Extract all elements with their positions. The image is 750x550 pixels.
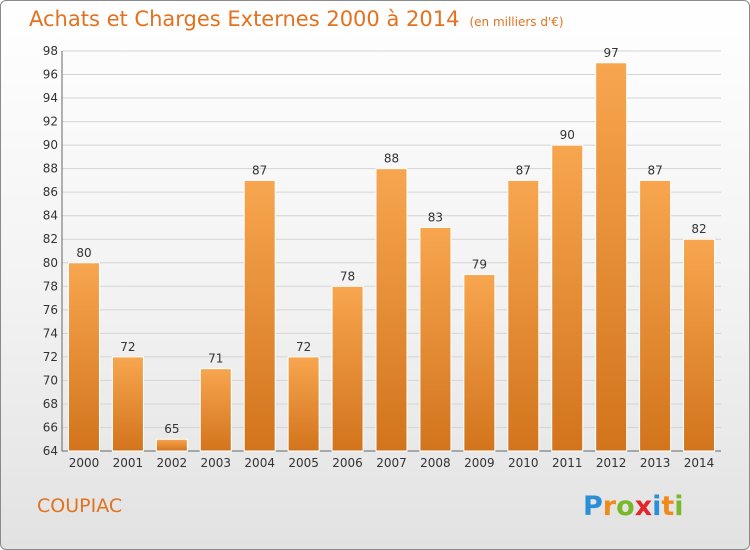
- y-tick-label: 74: [43, 326, 58, 340]
- chart-title-text: Achats et Charges Externes 2000 à 2014: [29, 7, 460, 31]
- bar-2006[interactable]: [331, 285, 364, 452]
- data-label: 87: [516, 163, 531, 177]
- label-layer: 80 72 65 71 87 72 78 88 83 79 87 90 97 87 82: [76, 46, 706, 436]
- axis-layer: 64 66 68 70 72 74 76 78 80 82 84 86 88 90 92 94 96 98 2000…: [43, 44, 721, 470]
- bar-layer: [67, 62, 716, 452]
- y-tick-label: 68: [43, 397, 58, 411]
- logo-letter: t: [661, 491, 675, 522]
- logo-letter: r: [602, 491, 617, 522]
- x-tick-label: 2013: [640, 456, 671, 470]
- y-tick-label: 88: [43, 162, 58, 176]
- data-label: 78: [340, 269, 355, 283]
- x-tick-label: 2011: [552, 456, 583, 470]
- data-label: 72: [296, 340, 311, 354]
- y-tick-label: 90: [43, 138, 58, 152]
- bar-2005[interactable]: [287, 356, 320, 452]
- chart-unit: (en milliers d'€): [469, 15, 564, 29]
- data-label: 87: [647, 163, 662, 177]
- y-tick-label: 96: [43, 68, 58, 82]
- data-label: 87: [252, 163, 267, 177]
- y-tick-label: 84: [43, 209, 58, 223]
- x-tick-label: 2004: [244, 456, 275, 470]
- data-label: 97: [604, 46, 619, 60]
- data-label: 71: [208, 352, 223, 366]
- bar-2014[interactable]: [683, 238, 716, 452]
- bar-2001[interactable]: [111, 356, 144, 452]
- bar-2012[interactable]: [595, 62, 628, 452]
- data-label: 83: [428, 210, 443, 224]
- data-label: 79: [472, 258, 487, 272]
- data-label: 80: [76, 246, 91, 260]
- bar-2011[interactable]: [551, 144, 584, 452]
- bar-2008[interactable]: [419, 226, 452, 452]
- x-tick-label: 2003: [200, 456, 231, 470]
- logo-letter: x: [634, 491, 653, 522]
- bar-2010[interactable]: [507, 179, 540, 452]
- bar-2009[interactable]: [463, 274, 496, 452]
- logo-letter: o: [616, 491, 635, 522]
- x-tick-label: 2009: [464, 456, 495, 470]
- data-label: 90: [560, 128, 575, 142]
- y-tick-label: 94: [43, 91, 58, 105]
- y-tick-label: 76: [43, 303, 58, 317]
- town-name: COUPIAC: [37, 495, 123, 517]
- x-tick-label: 2006: [332, 456, 363, 470]
- bar-2000[interactable]: [67, 262, 100, 452]
- x-tick-label: 2010: [508, 456, 539, 470]
- x-tick-label: 2014: [684, 456, 715, 470]
- data-label: 65: [164, 422, 179, 436]
- y-tick-label: 82: [43, 232, 58, 246]
- y-tick-label: 66: [43, 420, 58, 434]
- bar-2013[interactable]: [639, 179, 672, 452]
- bar-2004[interactable]: [243, 179, 276, 452]
- y-tick-label: 72: [43, 350, 58, 364]
- bar-2002[interactable]: [155, 438, 188, 452]
- y-tick-label: 98: [43, 44, 58, 58]
- x-tick-label: 2001: [113, 456, 144, 470]
- x-tick-label: 2012: [596, 456, 627, 470]
- y-tick-label: 70: [43, 373, 58, 387]
- x-tick-label: 2000: [69, 456, 100, 470]
- logo-letter: i: [652, 491, 662, 522]
- data-label: 88: [384, 152, 399, 166]
- x-tick-label: 2008: [420, 456, 451, 470]
- y-tick-label: 78: [43, 279, 58, 293]
- bar-2003[interactable]: [199, 368, 232, 452]
- bar-2007[interactable]: [375, 168, 408, 452]
- y-tick-label: 92: [43, 115, 58, 129]
- data-label: 72: [120, 340, 135, 354]
- chart-title: Achats et Charges Externes 2000 à 2014 (e…: [29, 7, 564, 31]
- y-tick-label: 86: [43, 185, 58, 199]
- y-tick-label: 80: [43, 256, 58, 270]
- x-tick-label: 2007: [376, 456, 407, 470]
- x-tick-label: 2005: [288, 456, 319, 470]
- logo-letter: i: [674, 491, 684, 522]
- logo-letter: P: [583, 491, 603, 522]
- y-tick-label: 64: [43, 444, 58, 458]
- data-label: 82: [691, 222, 706, 236]
- x-tick-label: 2002: [157, 456, 188, 470]
- proxiti-logo[interactable]: Proxiti: [583, 491, 684, 522]
